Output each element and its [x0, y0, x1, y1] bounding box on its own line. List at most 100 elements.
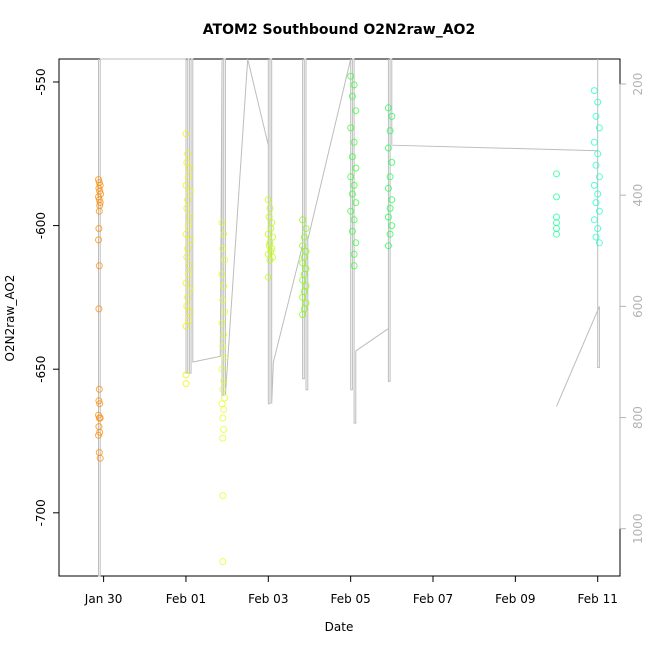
data-point — [553, 170, 560, 178]
data-point — [384, 104, 392, 112]
data-point — [219, 492, 227, 500]
data-point — [269, 233, 277, 241]
data-point — [352, 164, 360, 172]
data-point — [96, 414, 104, 422]
data-point — [553, 213, 560, 221]
data-point — [388, 112, 396, 120]
data-point — [300, 233, 308, 241]
data-point — [386, 127, 394, 135]
data-point — [592, 161, 600, 169]
data-point — [219, 434, 227, 442]
y-axis: -550 -600 -650 -700 — [34, 68, 59, 526]
data-point — [592, 199, 600, 207]
data-point — [218, 319, 226, 327]
data-point — [350, 216, 358, 224]
data-point — [95, 225, 103, 232]
data-point — [185, 270, 192, 278]
data-point — [185, 308, 193, 316]
data-point — [594, 190, 602, 198]
data-point — [95, 207, 103, 215]
data-point — [95, 449, 103, 456]
y-tick-label: -550 — [34, 68, 48, 95]
data-point — [219, 245, 227, 253]
x-axis: Jan 30 Feb 01 Feb 03 Feb 05 Feb 07 Feb 09 Feb … — [84, 575, 618, 606]
data-point — [185, 173, 192, 181]
data-point — [352, 239, 360, 247]
data-point — [183, 158, 191, 166]
data-point — [350, 138, 358, 146]
data-point — [182, 230, 190, 238]
data-point — [384, 213, 392, 221]
data-point — [594, 150, 602, 158]
data-point — [553, 225, 560, 232]
data-point — [218, 219, 226, 227]
data-point — [95, 262, 103, 270]
depth-trace — [98, 58, 600, 577]
data-point — [590, 87, 598, 95]
data-point — [186, 285, 194, 293]
data-point — [95, 385, 103, 393]
data-point — [590, 181, 598, 189]
data-point — [299, 276, 307, 284]
data-point — [220, 282, 228, 290]
data-point — [386, 173, 394, 181]
data-point — [95, 236, 102, 244]
data-point — [299, 242, 307, 250]
data-point — [219, 558, 227, 566]
data-point — [265, 213, 273, 221]
data-point — [553, 219, 560, 227]
chart-title: ATOM2 Southbound O2N2raw_AO2 — [203, 22, 475, 38]
data-point — [183, 253, 191, 261]
data-point — [264, 273, 272, 281]
depth-trace-line — [98, 58, 600, 577]
data-point — [388, 158, 396, 166]
data-point — [185, 262, 193, 270]
data-point — [347, 207, 355, 215]
data-point — [221, 256, 229, 264]
data-point — [182, 130, 190, 138]
data-point — [386, 230, 394, 238]
right-tick-label: 1000 — [631, 513, 645, 544]
data-point — [388, 196, 396, 204]
data-point — [221, 394, 229, 402]
data-point — [299, 293, 307, 301]
data-point — [186, 187, 194, 195]
data-point — [592, 233, 600, 241]
data-point — [220, 230, 228, 238]
data-point — [95, 397, 103, 405]
data-point — [219, 342, 227, 350]
data-point — [184, 150, 192, 158]
data-point — [185, 213, 193, 221]
data-point — [595, 124, 603, 132]
data-point — [220, 377, 228, 385]
data-point — [352, 107, 360, 115]
data-point — [185, 316, 192, 324]
data-point — [348, 153, 356, 161]
right-axis: 200 400 600 800 1000 — [619, 73, 645, 544]
data-point — [184, 245, 192, 253]
data-point — [264, 196, 272, 204]
data-point — [347, 173, 355, 181]
data-point — [595, 173, 603, 181]
data-point — [350, 81, 358, 89]
right-tick-label: 800 — [631, 406, 645, 429]
data-point — [384, 144, 392, 152]
x-tick-label: Feb 09 — [495, 592, 535, 606]
data-point — [186, 236, 194, 244]
data-point — [594, 225, 602, 232]
plot-frame — [58, 58, 621, 577]
data-point — [299, 216, 307, 224]
data-point — [592, 112, 600, 120]
data-point — [590, 216, 598, 224]
x-tick-label: Jan 30 — [84, 592, 123, 606]
x-tick-label: Feb 01 — [166, 592, 206, 606]
data-point — [183, 302, 191, 310]
data-point — [95, 431, 102, 439]
data-point — [182, 322, 190, 330]
data-points — [95, 72, 603, 566]
data-point — [96, 199, 104, 207]
data-point — [350, 250, 358, 258]
data-point — [96, 454, 104, 462]
data-point — [221, 354, 229, 362]
